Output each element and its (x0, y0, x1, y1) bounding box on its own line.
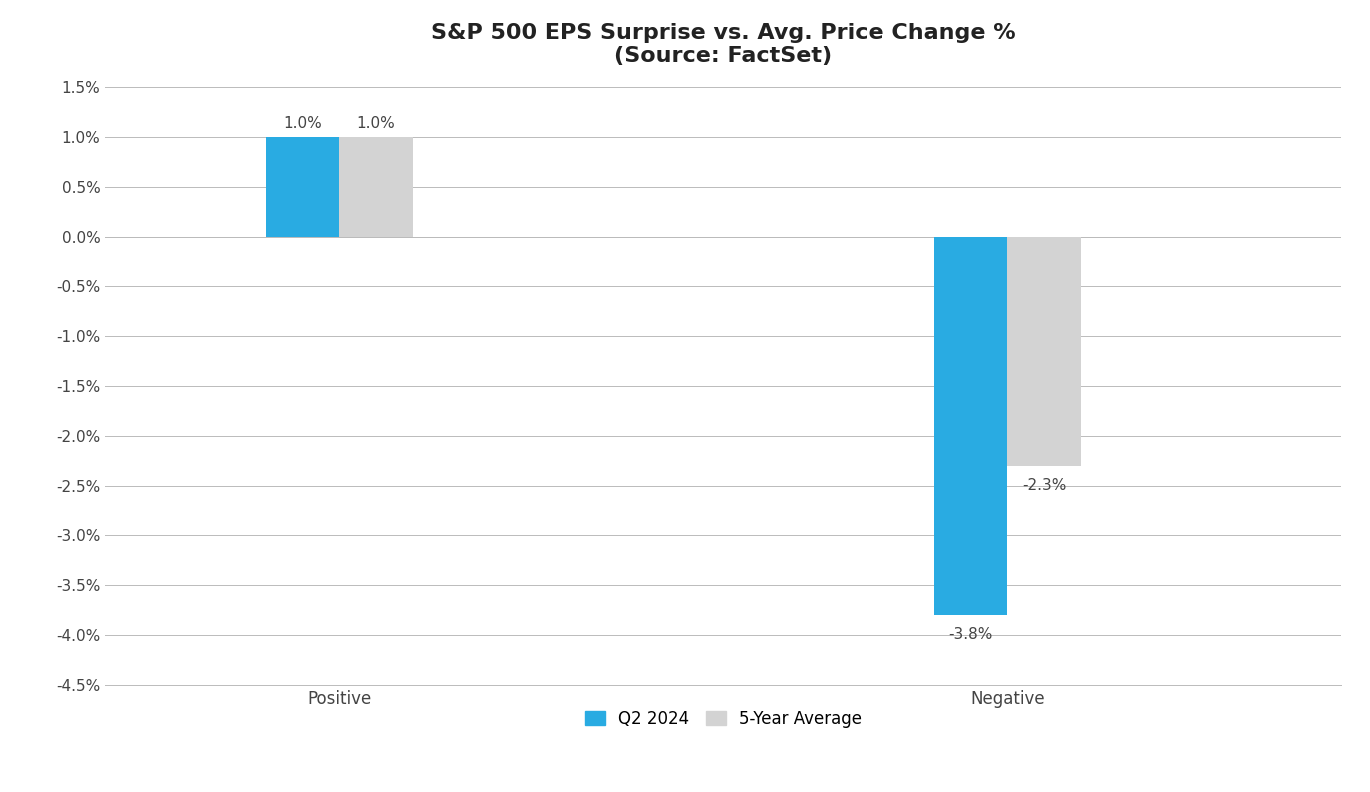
Text: 1.0%: 1.0% (284, 116, 322, 131)
Bar (1007, 237, 1081, 466)
Bar (934, 237, 1007, 615)
Bar (266, 137, 340, 237)
Title: S&P 500 EPS Surprise vs. Avg. Price Change %
(Source: FactSet): S&P 500 EPS Surprise vs. Avg. Price Chan… (432, 23, 1015, 66)
Text: -2.3%: -2.3% (1022, 478, 1066, 493)
Bar (340, 137, 412, 237)
Text: 1.0%: 1.0% (356, 116, 396, 131)
Text: -3.8%: -3.8% (948, 627, 993, 642)
Legend: Q2 2024, 5-Year Average: Q2 2024, 5-Year Average (577, 702, 870, 737)
